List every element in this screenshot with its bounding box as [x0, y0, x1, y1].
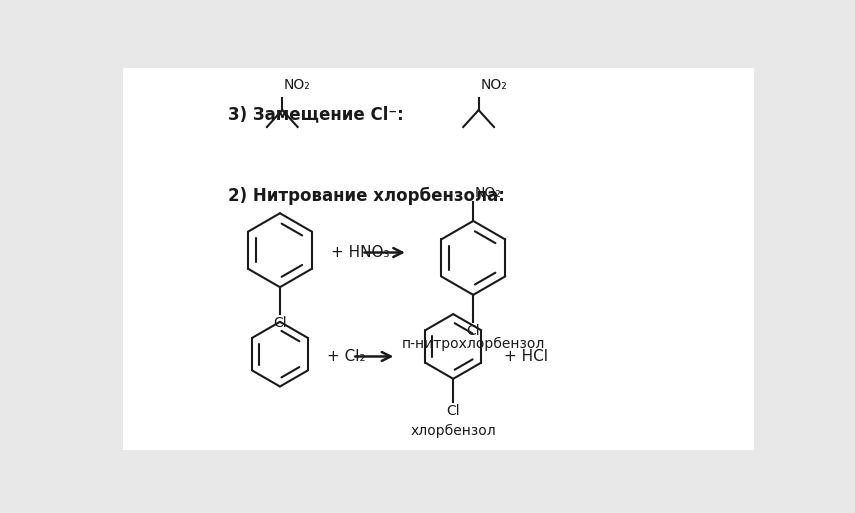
Text: + HCl: + HCl: [504, 349, 548, 364]
Text: + Cl₂: + Cl₂: [327, 349, 366, 364]
Text: хлорбензол: хлорбензол: [410, 423, 496, 438]
Text: 2) Нитрование хлорбензола:: 2) Нитрование хлорбензола:: [228, 187, 505, 205]
Text: NO₂: NO₂: [481, 78, 507, 92]
Text: + HNO₃: + HNO₃: [331, 245, 389, 260]
Text: NO₂: NO₂: [284, 78, 310, 92]
Text: Cl: Cl: [273, 317, 286, 330]
Text: Cl: Cl: [467, 324, 480, 338]
Text: п-нитрохлорбензол: п-нитрохлорбензол: [402, 337, 545, 351]
Text: Cl: Cl: [446, 404, 460, 418]
Text: 3) Замещение Cl⁻:: 3) Замещение Cl⁻:: [228, 105, 404, 123]
Text: NO₂: NO₂: [475, 186, 502, 200]
FancyBboxPatch shape: [123, 68, 754, 450]
